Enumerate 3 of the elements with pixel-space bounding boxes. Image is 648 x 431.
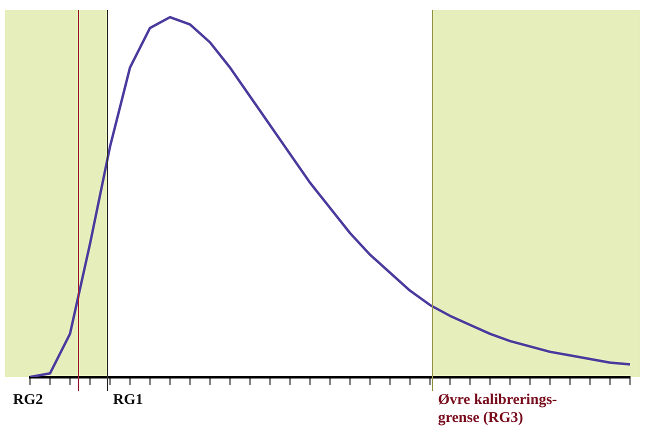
text: RG1 — [113, 391, 143, 409]
text: Øvre kalibrerings-grense (RG3) — [438, 391, 558, 427]
text: RG2 — [13, 391, 43, 409]
